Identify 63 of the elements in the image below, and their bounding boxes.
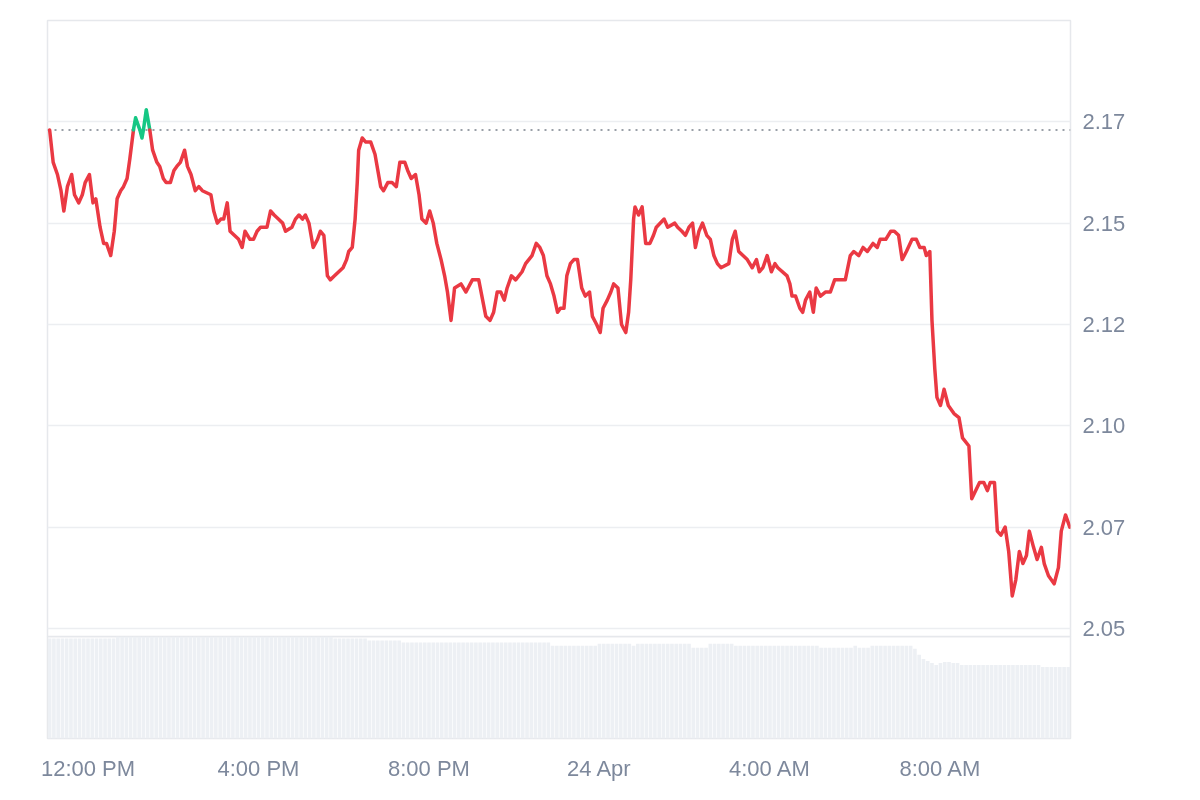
bar bbox=[431, 642, 436, 739]
bar bbox=[836, 647, 841, 739]
y-tick-label: 2.17 bbox=[1082, 109, 1126, 135]
bar bbox=[763, 645, 768, 739]
bar bbox=[699, 647, 704, 739]
bar bbox=[1006, 665, 1011, 739]
bar bbox=[1023, 665, 1028, 739]
bar bbox=[107, 638, 112, 739]
bar bbox=[529, 642, 534, 739]
bar bbox=[618, 643, 623, 739]
y-tick-label: 2.15 bbox=[1082, 210, 1126, 236]
bar bbox=[1040, 667, 1045, 739]
bar bbox=[682, 643, 687, 739]
x-tick-label: 24 Apr bbox=[567, 755, 631, 781]
bar bbox=[942, 662, 947, 739]
bar bbox=[691, 647, 696, 739]
x-tick-label: 8:00 PM bbox=[388, 755, 470, 781]
bar bbox=[674, 643, 679, 739]
bar bbox=[495, 642, 500, 739]
bar bbox=[358, 638, 363, 739]
bar bbox=[1032, 665, 1037, 739]
x-tick-label: 4:00 AM bbox=[729, 755, 810, 781]
bar bbox=[959, 665, 964, 739]
bar bbox=[503, 642, 508, 739]
bar bbox=[934, 665, 939, 739]
bar bbox=[665, 643, 670, 739]
bar bbox=[98, 638, 103, 739]
bar bbox=[520, 642, 525, 739]
bar bbox=[90, 638, 95, 739]
bar bbox=[853, 645, 858, 739]
line-series bbox=[47, 128, 136, 258]
y-tick-label: 2.10 bbox=[1082, 413, 1126, 439]
bar bbox=[951, 663, 956, 739]
bar bbox=[844, 647, 849, 739]
bar bbox=[422, 642, 427, 739]
bar bbox=[584, 645, 589, 739]
bar bbox=[350, 638, 355, 739]
bar bbox=[870, 645, 875, 739]
bar bbox=[341, 638, 346, 739]
bar bbox=[333, 638, 338, 739]
y-tick-label: 2.12 bbox=[1082, 311, 1126, 337]
bar bbox=[601, 643, 606, 739]
bar bbox=[1015, 665, 1020, 739]
line-series bbox=[131, 107, 152, 140]
bar bbox=[610, 643, 615, 739]
bar bbox=[780, 645, 785, 739]
bar bbox=[789, 645, 794, 739]
x-tick-label: 12:00 PM bbox=[40, 755, 136, 781]
bar bbox=[925, 660, 930, 739]
bar bbox=[861, 647, 866, 739]
y-tick-label: 2.05 bbox=[1082, 615, 1126, 641]
bar bbox=[81, 638, 86, 739]
bar bbox=[439, 642, 444, 739]
bar bbox=[448, 642, 453, 739]
bar bbox=[772, 645, 777, 739]
bar bbox=[512, 642, 517, 739]
x-tick-label: 4:00 PM bbox=[217, 755, 300, 781]
bar bbox=[755, 645, 760, 739]
y-tick-label: 2.07 bbox=[1082, 514, 1126, 540]
bar bbox=[414, 642, 419, 739]
x-tick-label: 8:00 AM bbox=[899, 755, 981, 781]
bar bbox=[593, 645, 598, 739]
bar bbox=[73, 638, 78, 739]
